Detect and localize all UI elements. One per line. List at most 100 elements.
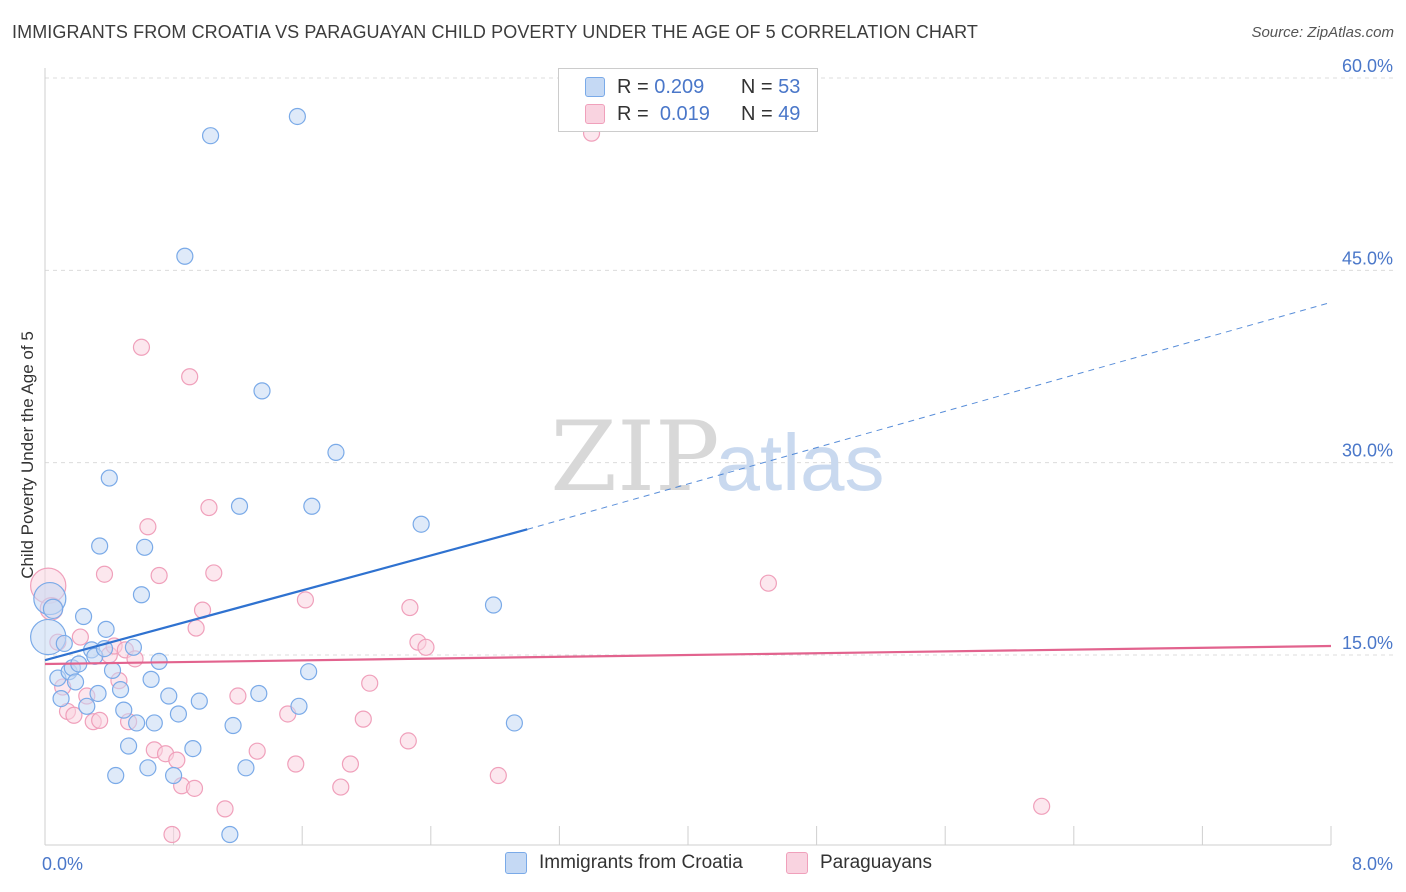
croatia-point [119,737,138,755]
paraguayans-point [65,706,83,724]
croatia-point [136,538,154,556]
paraguayans-point [71,628,89,646]
croatia-point [160,687,178,705]
paraguayans-points [30,124,1051,844]
chart-title: IMMIGRANTS FROM CROATIA VS PARAGUAYAN CH… [12,22,978,42]
paraguayans-point [216,800,234,818]
croatia-point [288,107,306,126]
paraguayans-point [132,338,151,356]
croatia-point [505,714,523,732]
bottom-legend-croatia: Immigrants from Croatia [505,852,743,874]
croatia-point [300,663,318,681]
croatia-point [91,537,109,555]
croatia-point [165,766,183,785]
croatia-point [128,714,146,732]
legend-row-croatia: R = 0.209 N = 53 [585,75,800,99]
y-tick-label: 60.0% [1342,56,1393,76]
paraguayans-point [332,778,350,796]
bottom-legend-swatch-blue [505,852,527,874]
legend-n-value: 49 [778,102,801,125]
paraguayans-point [361,674,379,692]
croatia-point [190,692,208,710]
paraguayans-point [489,766,507,785]
croatia-point [221,825,239,844]
paraguayans-point [187,619,205,637]
paraguayans-point [341,755,360,773]
chart-source: Source: ZipAtlas.com [1251,24,1394,41]
croatia-point [89,684,107,703]
croatia-point [115,701,133,719]
paraguayans-point [168,751,186,769]
legend-r-label: R = [617,75,649,98]
bottom-legend-label: Immigrants from Croatia [539,852,743,873]
paraguayans-trend-line [44,644,1332,666]
paraguayans-point [200,498,218,517]
croatia-point [66,673,85,691]
croatia-point [412,515,430,533]
paraguayans-point [150,566,168,585]
legend-r-value: 0.209 [654,75,705,98]
paraguayans-point [95,565,114,583]
legend-swatch-blue [585,77,605,97]
croatia-point [103,661,122,679]
watermark-zip: ZIP [550,401,719,513]
paraguayans-point [759,574,777,592]
croatia-point [124,638,143,656]
croatia-point [484,596,503,614]
x-tick-label-min: 0.0% [42,854,83,874]
croatia-point [224,716,242,735]
croatia-point [78,697,96,715]
x-tick-label-max: 8.0% [1352,854,1393,874]
paraguayans-point [139,518,157,536]
paraguayans-point [229,687,247,705]
grid-lines [45,77,1393,656]
croatia-point [97,620,115,638]
axes [44,68,1332,846]
legend-r-label: R = [617,102,649,125]
croatia-point [230,497,249,515]
watermark-atlas: atlas [716,418,885,507]
croatia-point [132,586,151,604]
croatia-point [107,766,125,785]
croatia-trend-line [44,528,528,662]
croatia-point [253,382,271,400]
paraguayans-point [287,755,305,773]
watermark: ZIP atlas [550,401,884,513]
bottom-legend-swatch-pink [786,852,808,874]
paraguayans-point [185,779,204,797]
croatia-point [100,469,118,487]
paraguayans-point [296,591,315,609]
paraguayans-point [417,638,435,656]
croatia-point [139,759,157,777]
paraguayans-point [163,825,181,844]
legend-r-value: 0.019 [659,102,710,125]
y-tick-label: 30.0% [1342,441,1393,461]
legend-n-label: N = [740,102,773,125]
y-tick-label: 15.0% [1342,633,1393,653]
croatia-point [176,247,194,265]
croatia-point [74,607,93,626]
legend-row-paraguayans: R = 0.019 N = 49 [585,102,800,126]
paraguayans-point [399,732,417,750]
paraguayans-point [354,710,372,728]
legend-n-value: 53 [778,75,801,98]
croatia-trend-extension [527,301,1332,530]
croatia-point [52,689,70,708]
croatia-point [145,714,163,732]
paraguayans-point [181,368,199,386]
y-tick-label: 45.0% [1342,248,1393,268]
trend-lines [44,301,1332,666]
croatia-point [327,443,345,462]
bottom-legend-paraguayans: Paraguayans [786,852,932,874]
tick-labels: 15.0% 30.0% 45.0% 60.0% 0.0% 8.0% [42,56,1393,874]
croatia-point [142,670,160,688]
croatia-points [30,107,523,844]
croatia-point [184,740,202,758]
croatia-point [290,697,308,715]
croatia-point [250,684,268,703]
croatia-point [55,634,73,653]
legend-n-label: N = [740,75,773,98]
croatia-point [169,705,188,723]
croatia-point [237,759,255,777]
bottom-legend-label: Paraguayans [820,852,932,873]
